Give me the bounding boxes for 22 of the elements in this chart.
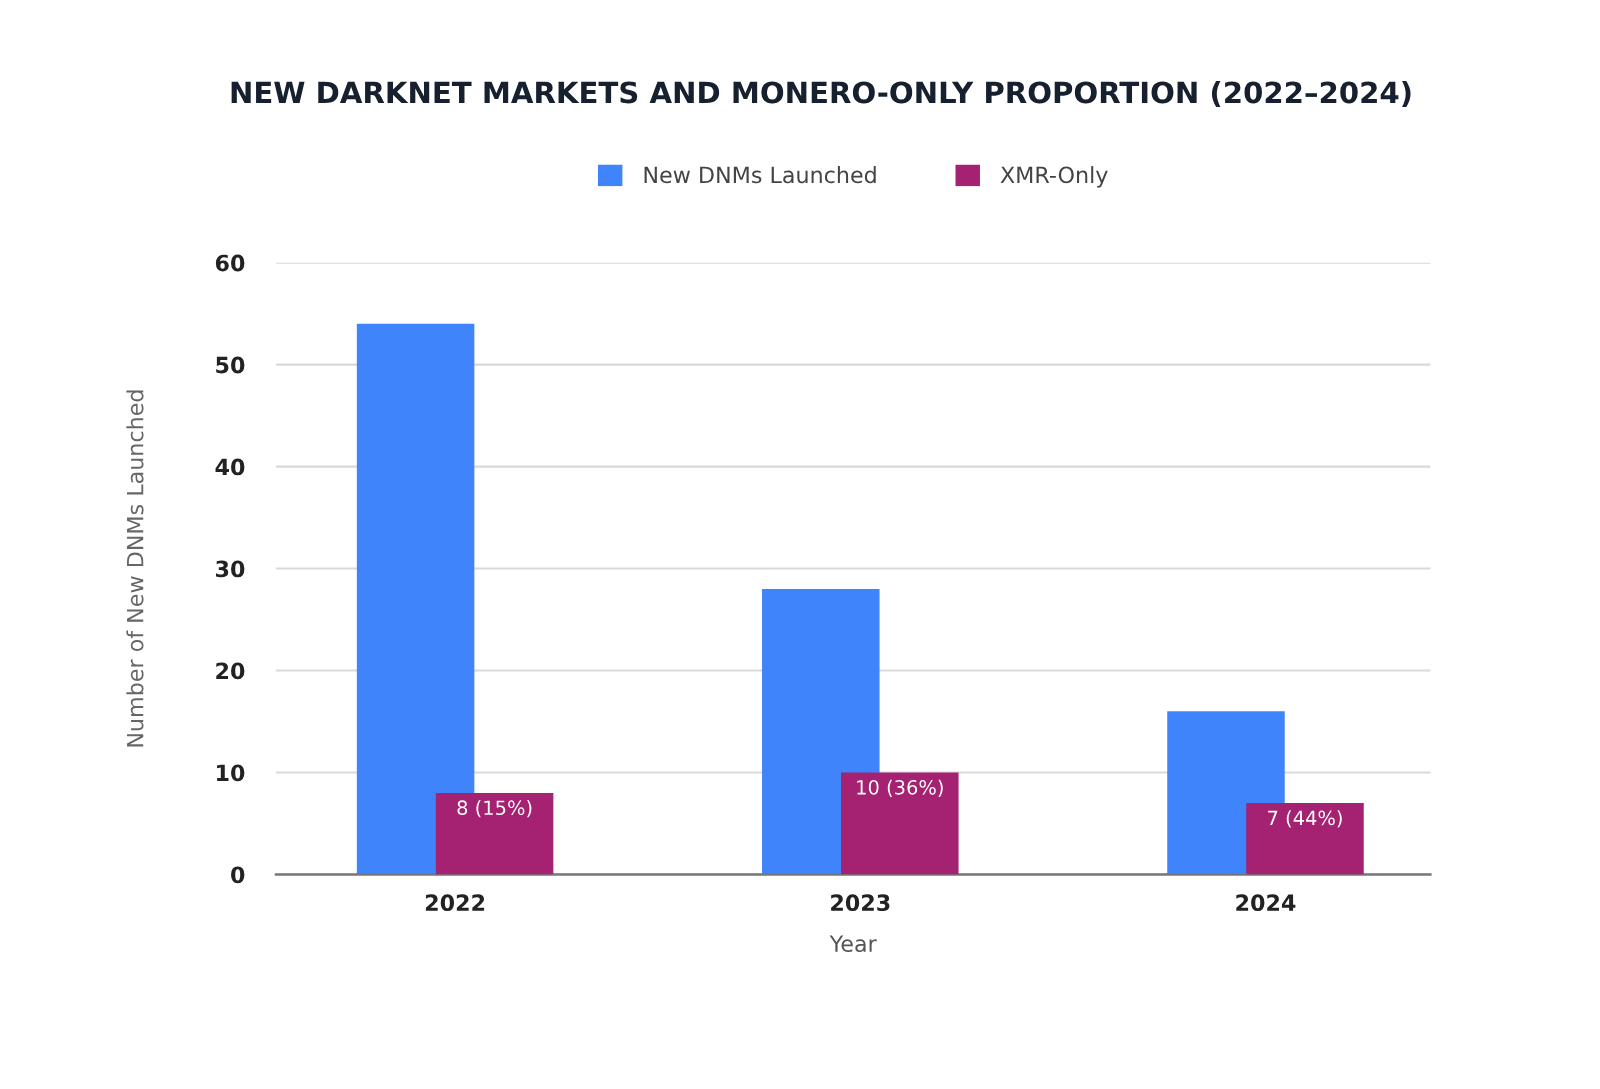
x-tick-label: 2024 bbox=[1236, 894, 1296, 912]
y-axis-title: Number of New DNMs Launched bbox=[126, 390, 144, 747]
y-tick-label: 20 bbox=[216, 662, 245, 680]
y-tick-label: 10 bbox=[217, 764, 245, 782]
x-tick-label: 2022 bbox=[425, 894, 485, 912]
legend-label: New DNMs Launched bbox=[644, 166, 876, 184]
data-label: 10 (36%) bbox=[857, 779, 943, 797]
x-axis-title: Year bbox=[829, 935, 877, 953]
y-tick-label: 50 bbox=[216, 356, 245, 374]
chart-title: NEW DARKNET MARKETS AND MONERO-ONLY PROPORTION (2022–2024) bbox=[231, 80, 1411, 107]
bar bbox=[841, 772, 959, 875]
x-tick-label: 2023 bbox=[831, 894, 890, 912]
y-tick-label: 30 bbox=[216, 560, 245, 578]
bar bbox=[356, 323, 475, 875]
bar bbox=[1246, 803, 1364, 875]
y-tick-label: 0 bbox=[231, 866, 245, 884]
y-tick-label: 40 bbox=[215, 458, 245, 476]
data-label: 8 (15%) bbox=[457, 800, 532, 818]
data-label: 7 (44%) bbox=[1268, 810, 1342, 828]
legend-label: XMR-Only bbox=[1000, 166, 1108, 188]
bar bbox=[435, 792, 554, 875]
y-tick-label: 60 bbox=[215, 254, 245, 272]
